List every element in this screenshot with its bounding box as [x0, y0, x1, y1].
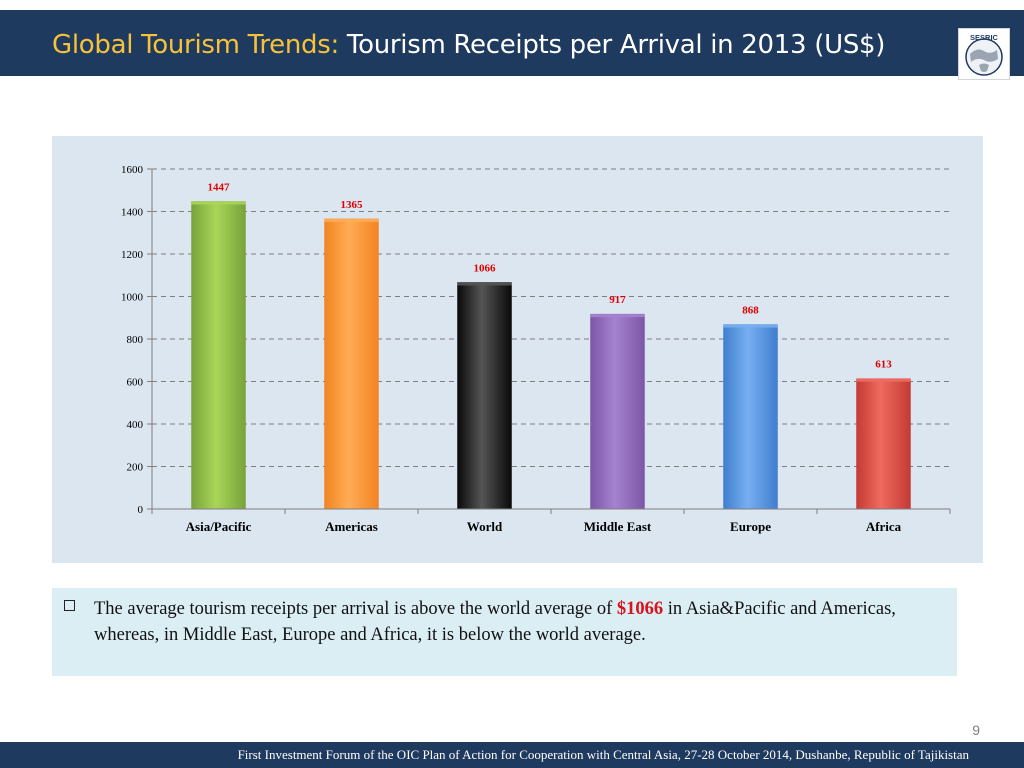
- y-tick-label: 1200: [121, 249, 144, 261]
- x-tick-label: Asia/Pacific: [186, 519, 252, 534]
- data-label: 917: [609, 294, 626, 306]
- bars: [191, 201, 911, 510]
- data-label: 868: [742, 305, 759, 317]
- bar-asia-pacific: [191, 201, 246, 510]
- logo-text: SESRIC: [970, 33, 999, 42]
- y-tick-label: 1600: [121, 164, 144, 176]
- footer-text: First Investment Forum of the OIC Plan o…: [237, 747, 969, 762]
- checkbox-bullet-icon: [64, 600, 75, 611]
- chart-panel: 0 200 400 600 800 1000 1200 1400 1600 1447 Asia/Pa…: [52, 136, 983, 563]
- bar-top-cap: [457, 282, 512, 286]
- summary-note: The average tourism receipts per arrival…: [52, 588, 957, 676]
- y-tick-label: 1000: [121, 292, 144, 304]
- header-bar: Global Tourism Trends: Tourism Receipts …: [0, 10, 1024, 80]
- bar-chart: 0 200 400 600 800 1000 1200 1400 1600 1447 Asia/Pa…: [121, 164, 951, 534]
- bar-top-cap: [324, 218, 379, 222]
- grid-lines: [152, 168, 950, 467]
- note-highlight: $1066: [616, 599, 664, 619]
- x-tick-label: Middle East: [584, 519, 652, 534]
- data-label: 1447: [208, 182, 231, 194]
- slide-title: Global Tourism Trends: Tourism Receipts …: [52, 30, 885, 60]
- labels: 0 200 400 600 800 1000 1200 1400 1600 1447 Asia/Pa…: [121, 164, 902, 534]
- page-number: 9: [972, 722, 980, 738]
- x-tick-label: Africa: [866, 519, 902, 534]
- sesric-logo: SESRIC: [958, 28, 1010, 80]
- y-tick-label: 400: [127, 419, 144, 431]
- bar-top-cap: [856, 378, 911, 382]
- y-tick-label: 800: [127, 334, 144, 346]
- axes: [147, 168, 951, 514]
- bar-top-cap: [723, 324, 778, 328]
- data-label: 1066: [474, 262, 497, 274]
- y-tick-label: 1400: [121, 207, 144, 219]
- note-before: The average tourism receipts per arrival…: [94, 599, 617, 619]
- bar-top-cap: [191, 201, 246, 205]
- bar-europe: [723, 324, 778, 510]
- data-label: 613: [875, 359, 892, 371]
- x-tick-label: World: [467, 519, 503, 534]
- bar-middle-east: [590, 313, 645, 510]
- bar-world: [457, 282, 512, 510]
- note-text: The average tourism receipts per arrival…: [94, 596, 945, 648]
- bar-africa: [856, 378, 911, 510]
- y-tick-label: 0: [138, 504, 144, 516]
- footer-bar: First Investment Forum of the OIC Plan o…: [0, 742, 1024, 768]
- x-tick-label: Americas: [325, 519, 378, 534]
- bar-americas: [324, 218, 379, 510]
- x-tick-label: Europe: [730, 519, 771, 534]
- bar-top-cap: [590, 314, 645, 318]
- title-main: Tourism Receipts per Arrival in 2013 (US…: [338, 30, 886, 60]
- y-tick-label: 600: [127, 377, 144, 389]
- data-label: 1365: [341, 199, 364, 211]
- y-tick-label: 200: [127, 462, 144, 474]
- note-after: in Asia&Pacific and Americas, whereas, i…: [94, 599, 896, 645]
- title-accent: Global Tourism Trends:: [52, 30, 339, 60]
